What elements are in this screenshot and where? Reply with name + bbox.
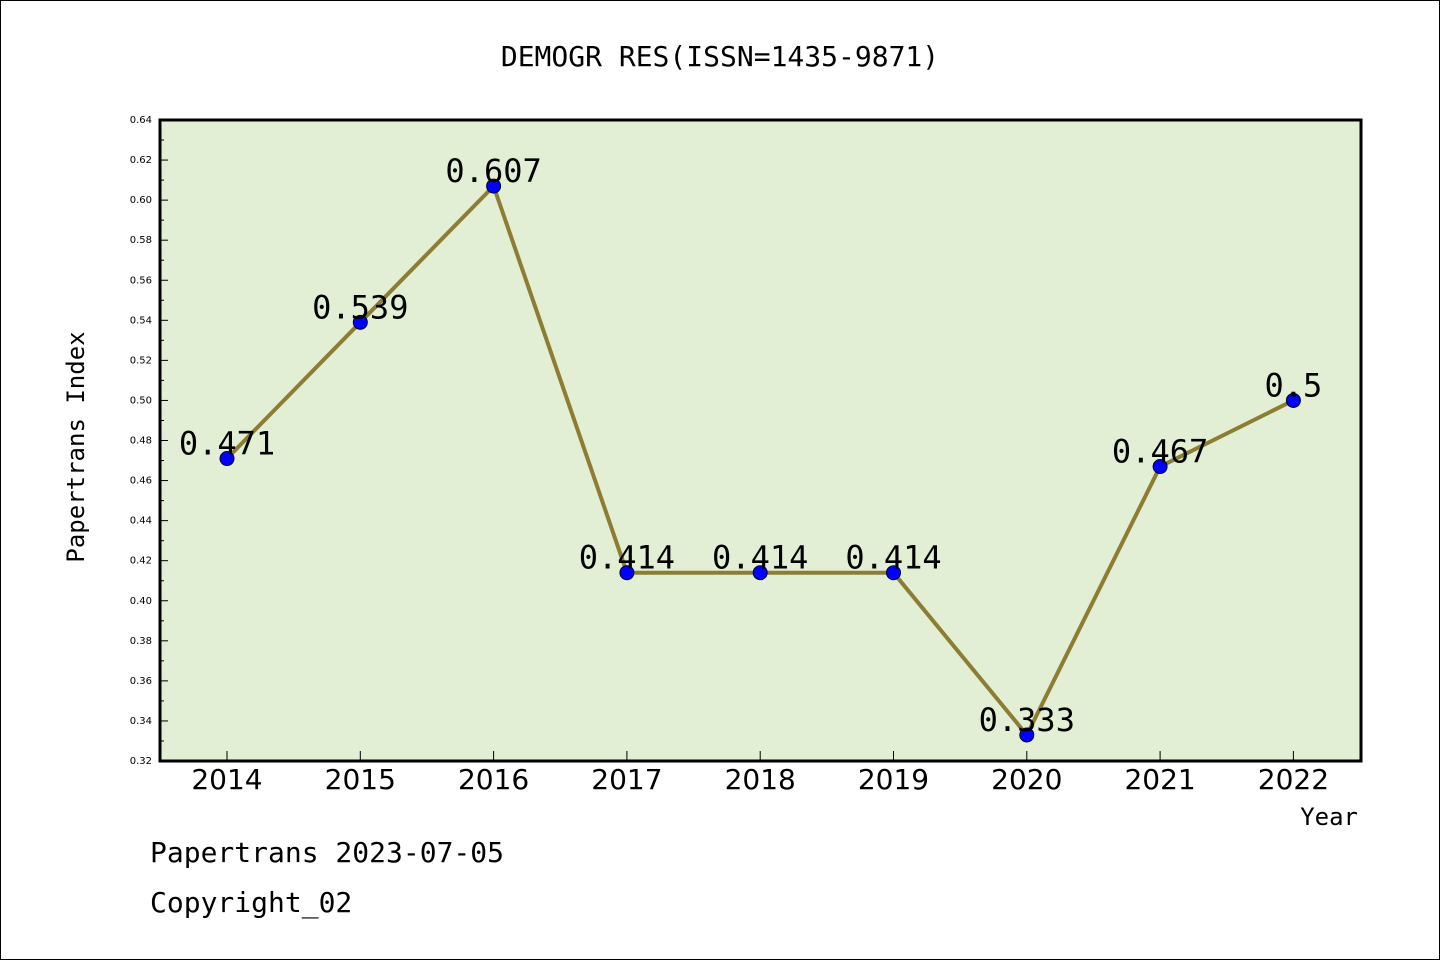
x-tick-label: 2016 bbox=[458, 763, 529, 796]
y-tick-label: 0.60 bbox=[130, 195, 152, 206]
y-tick-label: 0.56 bbox=[130, 275, 152, 286]
x-tick-label: 2014 bbox=[191, 763, 262, 796]
data-label: 0.5 bbox=[1265, 366, 1323, 404]
y-tick-label: 0.46 bbox=[130, 476, 152, 487]
data-label: 0.607 bbox=[445, 152, 541, 190]
y-tick-label: 0.34 bbox=[130, 716, 152, 727]
x-tick-label: 2022 bbox=[1258, 763, 1329, 796]
x-tick-label: 2021 bbox=[1124, 763, 1195, 796]
x-tick-label: 2019 bbox=[858, 763, 929, 796]
data-label: 0.333 bbox=[979, 701, 1075, 739]
x-axis-label: Year bbox=[1300, 803, 1358, 831]
y-tick-label: 0.42 bbox=[130, 556, 152, 567]
y-axis-label: Papertrans Index bbox=[62, 331, 90, 562]
footer-copyright: Copyright_02 bbox=[150, 886, 352, 919]
y-tick-label: 0.62 bbox=[130, 155, 152, 166]
x-tick-label: 2017 bbox=[591, 763, 662, 796]
data-label: 0.414 bbox=[579, 539, 675, 577]
y-tick-label: 0.50 bbox=[130, 395, 152, 406]
y-tick-label: 0.54 bbox=[130, 315, 152, 326]
y-tick-label: 0.32 bbox=[130, 756, 152, 767]
data-label: 0.467 bbox=[1112, 433, 1208, 471]
y-tick-label: 0.52 bbox=[130, 355, 152, 366]
y-tick-label: 0.38 bbox=[130, 636, 152, 647]
data-label: 0.414 bbox=[712, 539, 808, 577]
y-tick-label: 0.58 bbox=[130, 235, 152, 246]
data-label: 0.414 bbox=[845, 539, 941, 577]
data-label: 0.539 bbox=[312, 288, 408, 326]
y-tick-label: 0.44 bbox=[130, 516, 152, 527]
y-tick-label: 0.48 bbox=[130, 436, 152, 447]
y-tick-label: 0.40 bbox=[130, 596, 152, 607]
y-tick-label: 0.64 bbox=[130, 115, 152, 126]
x-tick-label: 2020 bbox=[991, 763, 1062, 796]
footer-date: Papertrans 2023-07-05 bbox=[150, 836, 504, 869]
y-tick-label: 0.36 bbox=[130, 676, 152, 687]
x-tick-label: 2018 bbox=[725, 763, 796, 796]
chart-title: DEMOGR RES(ISSN=1435-9871) bbox=[501, 40, 939, 73]
data-label: 0.471 bbox=[179, 425, 275, 463]
x-tick-label: 2015 bbox=[325, 763, 396, 796]
